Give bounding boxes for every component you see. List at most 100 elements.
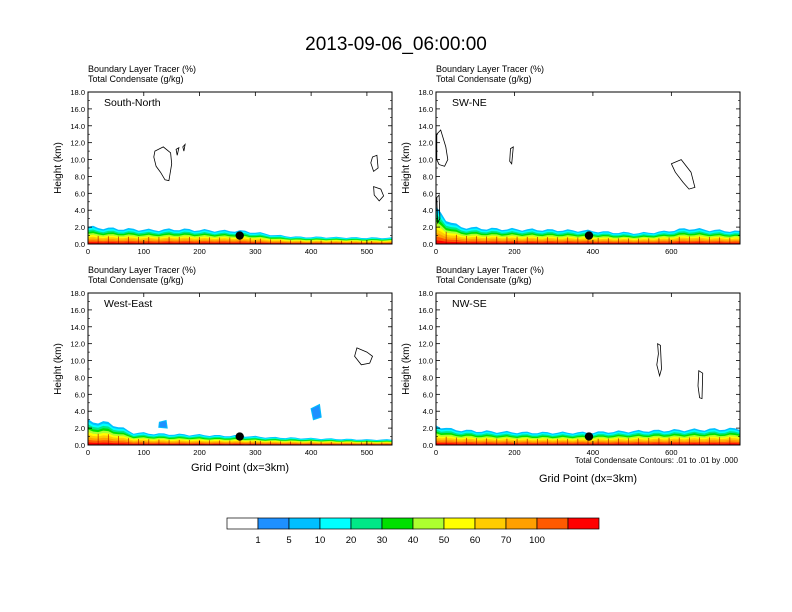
- y-tick-label: 14.0: [418, 122, 433, 131]
- colorbar-tick-label: 20: [346, 535, 357, 546]
- x-tick-label: 400: [305, 448, 318, 457]
- tracer-band-10: [436, 240, 740, 244]
- y-axis-label-bottom-left: Height (km): [53, 343, 64, 395]
- panel-subtitle-condensate: Total Condensate (g/kg): [88, 74, 184, 84]
- colorbar-tick-label: 100: [529, 535, 545, 546]
- y-tick-label: 4.0: [75, 407, 85, 416]
- y-tick-label: 4.0: [423, 206, 433, 215]
- y-axis-label-top-right: Height (km): [401, 142, 412, 194]
- colorbar-swatch: [226, 517, 259, 530]
- condensate-contour: [373, 186, 385, 202]
- panel-subtitle-tracer: Boundary Layer Tracer (%): [88, 64, 196, 74]
- colorbar-swatch: [443, 517, 476, 530]
- panel-sw-ne: Boundary Layer Tracer (%) Total Condensa…: [418, 64, 741, 256]
- location-marker: [235, 432, 244, 441]
- y-tick-label: 6.0: [75, 189, 85, 198]
- tracer-field: [436, 206, 740, 244]
- location-marker: [235, 231, 244, 240]
- y-tick-label: 2.0: [75, 223, 85, 232]
- tracer-blob: [310, 403, 322, 421]
- y-tick-label: 12.0: [70, 340, 85, 349]
- tracer-field: [88, 419, 392, 445]
- panel-label: SW-NE: [452, 97, 487, 109]
- colorbar-swatch: [319, 517, 352, 530]
- tracer-streaks: [435, 435, 741, 445]
- condensate-contour: [436, 193, 441, 225]
- condensate-contour: [436, 129, 449, 167]
- x-tick-label: 200: [193, 448, 206, 457]
- x-tick-label: 0: [86, 247, 90, 256]
- y-tick-label: 0.0: [423, 240, 433, 249]
- colorbar-tick-label: 60: [470, 535, 481, 546]
- x-tick-label: 0: [434, 448, 438, 457]
- colorbar: 1 5 10 20 30 40 50 60 70 100: [226, 517, 600, 546]
- plot-area: [436, 92, 740, 244]
- y-tick-label: 2.0: [423, 424, 433, 433]
- colorbar-tick-label: 10: [315, 535, 326, 546]
- x-tick-label: 400: [587, 247, 600, 256]
- x-axis-label-left: Grid Point (dx=3km): [191, 462, 289, 474]
- colorbar-swatch: [567, 517, 600, 530]
- panel-south-north: Boundary Layer Tracer (%) Total Condensa…: [70, 64, 393, 256]
- y-tick-label: 12.0: [70, 139, 85, 148]
- panel-subtitle-tracer: Boundary Layer Tracer (%): [436, 265, 544, 275]
- condensate-contour: [509, 146, 514, 165]
- y-tick-label: 10.0: [418, 156, 433, 165]
- location-marker: [584, 231, 594, 240]
- colorbar-swatch: [474, 517, 507, 530]
- y-tick-label: 0.0: [75, 240, 85, 249]
- tracer-blob: [158, 419, 168, 429]
- x-tick-label: 400: [305, 247, 318, 256]
- y-tick-label: 4.0: [423, 407, 433, 416]
- colorbar-swatch: [536, 517, 569, 530]
- contour-note: Total Condensate Contours: .01 to .01 by…: [575, 456, 739, 465]
- x-tick-label: 100: [138, 247, 151, 256]
- x-tick-label: 200: [508, 448, 521, 457]
- y-tick-label: 18.0: [418, 289, 433, 298]
- x-tick-label: 200: [193, 247, 206, 256]
- panel-west-east: Boundary Layer Tracer (%) Total Condensa…: [70, 265, 393, 457]
- condensate-contour: [354, 347, 373, 366]
- y-tick-label: 18.0: [418, 88, 433, 97]
- x-tick-label: 0: [434, 247, 438, 256]
- x-tick-label: 300: [249, 247, 262, 256]
- y-tick-label: 2.0: [75, 424, 85, 433]
- tracer-band-10: [88, 442, 392, 445]
- panel-nw-se: Boundary Layer Tracer (%) Total Condensa…: [418, 265, 741, 457]
- condensate-contour: [182, 143, 186, 152]
- panel-subtitle-condensate: Total Condensate (g/kg): [436, 275, 532, 285]
- y-tick-label: 8.0: [75, 373, 85, 382]
- y-tick-label: 6.0: [423, 390, 433, 399]
- x-tick-label: 100: [138, 448, 151, 457]
- y-tick-label: 18.0: [70, 88, 85, 97]
- condensate-contour: [370, 154, 379, 173]
- colorbar-tick-label: 70: [501, 535, 512, 546]
- panel-subtitle-condensate: Total Condensate (g/kg): [436, 74, 532, 84]
- y-axis-label-top-left: Height (km): [53, 142, 64, 194]
- x-tick-label: 0: [86, 448, 90, 457]
- colorbar-swatch: [505, 517, 538, 530]
- plot-area: [88, 92, 392, 244]
- colorbar-swatch: [288, 517, 321, 530]
- y-tick-label: 8.0: [423, 373, 433, 382]
- y-tick-label: 0.0: [423, 441, 433, 450]
- figure-title: 2013-09-06_06:00:00: [305, 34, 487, 55]
- x-tick-label: 400: [587, 448, 600, 457]
- condensate-contour: [697, 369, 704, 400]
- colorbar-tick-label: 5: [286, 535, 291, 546]
- y-tick-label: 16.0: [418, 105, 433, 114]
- condensate-contour: [153, 146, 173, 182]
- colorbar-swatch: [257, 517, 290, 530]
- colorbar-swatch: [412, 517, 445, 530]
- y-tick-label: 14.0: [418, 323, 433, 332]
- y-tick-label: 14.0: [70, 122, 85, 131]
- y-tick-label: 8.0: [75, 172, 85, 181]
- x-tick-label: 200: [508, 247, 521, 256]
- condensate-contour: [656, 342, 662, 378]
- y-tick-label: 6.0: [423, 189, 433, 198]
- y-tick-label: 10.0: [70, 357, 85, 366]
- colorbar-tick-label: 50: [439, 535, 450, 546]
- location-marker: [584, 432, 594, 441]
- y-tick-label: 4.0: [75, 206, 85, 215]
